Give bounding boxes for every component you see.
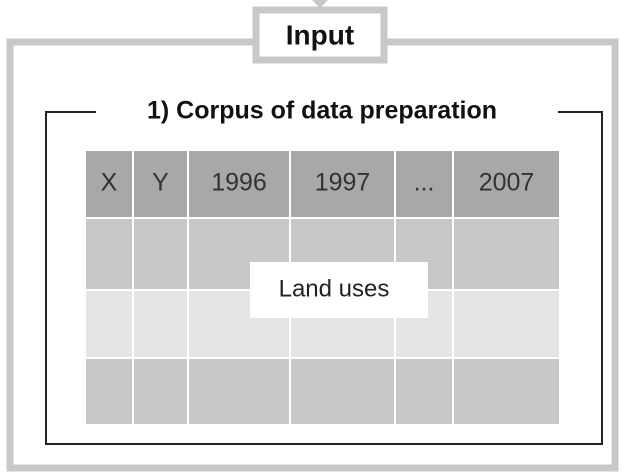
table-cell <box>454 359 559 424</box>
table-cell <box>134 219 187 289</box>
column-header: 1996 <box>211 169 267 197</box>
table: X Y 1996 1997... 2007 <box>86 151 559 424</box>
header-cell <box>291 151 394 217</box>
table-label: Land uses <box>279 275 390 302</box>
column-header: X <box>101 169 118 197</box>
section-frame <box>45 111 603 445</box>
header-cell <box>396 151 452 217</box>
table-cell <box>291 359 394 424</box>
column-header: 2007 <box>479 169 535 197</box>
table-cell <box>86 219 132 289</box>
table-cell <box>86 359 132 424</box>
table-cell <box>86 291 132 357</box>
table-cell <box>454 291 559 357</box>
arrow-head <box>312 0 328 8</box>
label-box <box>250 262 428 318</box>
table-cell <box>454 219 559 289</box>
section-title: 1) Corpus of data preparation <box>147 97 497 125</box>
header-cell <box>134 151 187 217</box>
column-header: Y <box>152 169 169 197</box>
table-cell <box>396 359 452 424</box>
header-cell <box>86 151 132 217</box>
table-cell <box>189 359 289 424</box>
header-cell <box>454 151 559 217</box>
table-cell <box>134 291 187 357</box>
column-header: 1997 <box>315 169 371 197</box>
input-box <box>252 6 388 64</box>
column-header: ... <box>414 169 435 197</box>
table-cell <box>134 359 187 424</box>
header-cell <box>189 151 289 217</box>
input-title: Input <box>286 19 354 50</box>
